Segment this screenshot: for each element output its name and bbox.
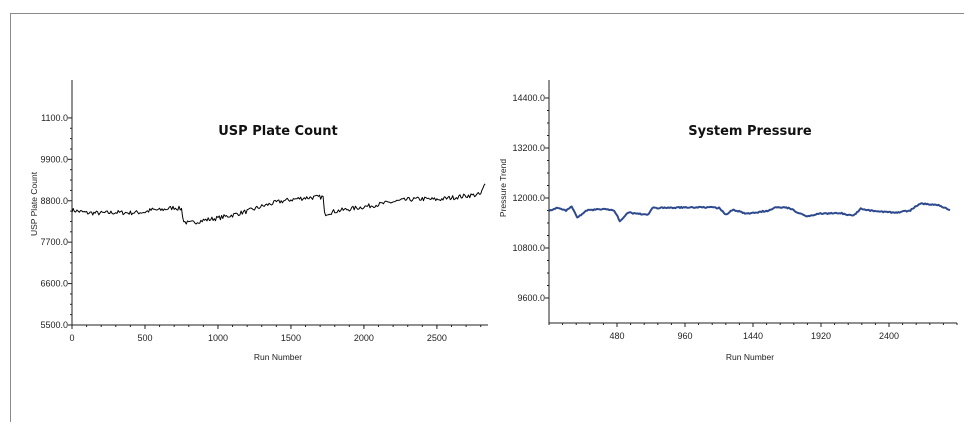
y-axis-label: Pressure Trend: [498, 159, 508, 217]
x-tick-label: 1920: [811, 331, 831, 341]
x-tick-label: 1000: [208, 333, 228, 343]
chart-title: USP Plate Count: [218, 124, 337, 139]
x-tick-label: 2400: [879, 331, 899, 341]
x-tick-label: 1440: [743, 331, 763, 341]
y-tick-label: 6600.0: [40, 279, 68, 289]
y-tick-label: 7700.0: [40, 237, 68, 247]
x-axis-label: Run Number: [726, 352, 774, 362]
y-axis-label: USP Plate Count: [29, 171, 39, 236]
y-tick-label: 1100.0: [41, 113, 68, 123]
x-tick-label: 2500: [427, 333, 447, 343]
chart-title: System Pressure: [688, 124, 812, 139]
y-tick-label: 13200.0: [512, 143, 545, 153]
series-line: [71, 183, 486, 225]
x-tick-label: 2000: [354, 333, 374, 343]
y-tick-label: 5500.0: [40, 320, 68, 330]
y-tick-label: 12000.0: [512, 193, 545, 203]
x-axis-label: Run Number: [254, 352, 302, 362]
x-tick-label: 0: [69, 333, 74, 343]
y-tick-label: 8800.0: [40, 196, 68, 206]
y-tick-label: 14400.0: [512, 93, 545, 103]
figure-frame: [10, 13, 964, 422]
series-line: [548, 202, 951, 223]
y-tick-label: 10800.0: [512, 243, 545, 253]
system-pressure-chart: System Pressure Pressure Trend Run Numbe…: [498, 80, 958, 362]
x-tick-label: 960: [677, 331, 692, 341]
x-tick-label: 500: [137, 333, 152, 343]
x-tick-label: 480: [609, 331, 624, 341]
x-tick-label: 1500: [281, 333, 301, 343]
y-tick-label: 9600.0: [517, 293, 545, 303]
y-tick-label: 9900.0: [40, 154, 68, 164]
usp-plate-count-chart: USP Plate Count USP Plate Count Run Numb…: [29, 80, 488, 362]
